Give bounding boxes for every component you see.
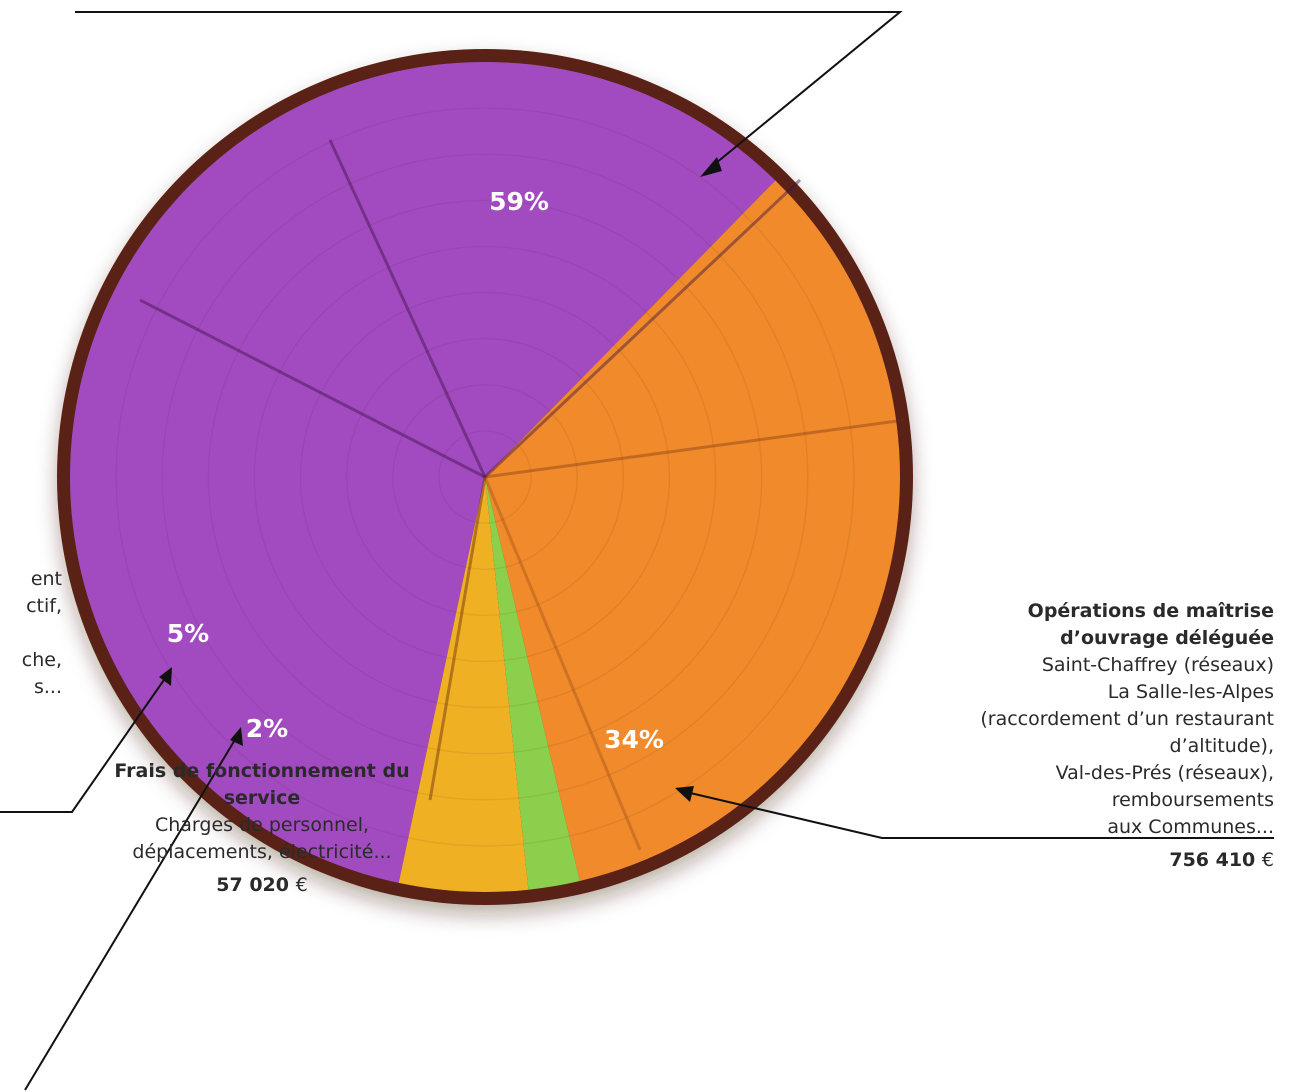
leader-line-5 [0, 676, 167, 813]
amount-value: 57 020 [216, 874, 289, 896]
wood-cracks [139, 139, 906, 851]
currency-symbol: € [1261, 849, 1274, 871]
growth-ring [345, 337, 625, 617]
arrowhead-34 [675, 786, 694, 802]
annotation-title-line1: Opérations de maîtrise [1027, 600, 1274, 622]
pie-slice-2 [485, 180, 901, 881]
currency-symbol: € [295, 874, 308, 896]
annotation-title-line2: d’ouvrage déléguée [1060, 627, 1274, 649]
annotation-fragment: s... [33, 676, 62, 698]
growth-ring [161, 153, 809, 801]
leader-lines [0, 11, 1274, 1091]
leader-line-2 [24, 737, 237, 1091]
annotation-frais-fonctionnement: Frais de fonctionnement du service Charg… [112, 758, 412, 899]
annotation-line: Val-des-Prés (réseaux), [1055, 762, 1274, 784]
annotation-fragment: che, [21, 649, 62, 671]
annotation-line: déplacements, électricité... [132, 841, 392, 863]
pie-slice-3 [485, 477, 580, 890]
slice-label-2: 2% [246, 714, 288, 743]
growth-ring [392, 384, 578, 570]
leader-line-34 [685, 791, 1274, 839]
leader-arrowheads [159, 157, 722, 802]
annotation-maitrise-ouvrage: Opérations de maîtrise d’ouvrage délégué… [854, 598, 1274, 874]
growth-ring [207, 199, 763, 755]
pie-slice-4 [398, 477, 529, 892]
annotation-left-cropped: ent ctif, che, s... [0, 566, 62, 701]
annotation-fragment: ent [30, 568, 62, 590]
annotation-line: d’altitude), [1169, 735, 1274, 757]
amount-value: 756 410 [1169, 849, 1256, 871]
leader-line-59 [75, 11, 903, 169]
arrowhead-5 [159, 667, 172, 686]
annotation-line: La Salle-les-Alpes [1107, 681, 1274, 703]
annotation-fragment: ctif, [26, 595, 62, 617]
annotation-line: Charges de personnel, [154, 814, 370, 836]
annotation-amount: 57 020 € [112, 872, 412, 899]
growth-ring [438, 430, 532, 524]
arrowhead-2 [230, 727, 243, 746]
pie-slices [70, 61, 901, 892]
growth-ring [115, 107, 855, 847]
annotation-line: Saint-Chaffrey (réseaux) [1041, 654, 1274, 676]
pie-slice-1 [70, 61, 776, 883]
annotation-line: aux Communes... [1107, 816, 1274, 838]
slice-label-5: 5% [167, 619, 209, 648]
slice-label-34: 34% [604, 725, 664, 754]
arrowhead-59 [700, 157, 722, 177]
annotation-line: remboursements [1111, 789, 1274, 811]
annotation-title: Frais de fonctionnement du service [114, 760, 410, 809]
growth-ring [253, 245, 717, 709]
slice-label-59: 59% [489, 187, 549, 216]
annotation-amount: 756 410 € [854, 847, 1274, 874]
annotation-line: (raccordement d’un restaurant [980, 708, 1274, 730]
growth-ring [299, 291, 671, 663]
